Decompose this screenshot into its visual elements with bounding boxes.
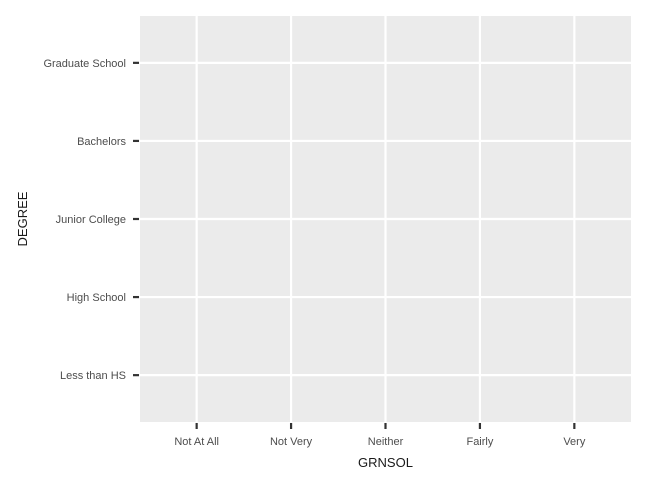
y-tick-label: High School — [67, 292, 126, 304]
x-axis-title: GRNSOL — [358, 455, 413, 470]
x-tick-label: Not At All — [174, 436, 219, 448]
y-axis-ticks: Less than HS High School Junior College Bac… — [43, 58, 139, 382]
x-tick-label: Neither — [368, 436, 404, 448]
y-tick-label: Graduate School — [43, 58, 126, 70]
x-tick-label: Very — [563, 436, 586, 448]
y-tick-label: Junior College — [56, 214, 126, 226]
x-axis-ticks: Not At All Not Very Neither Fairly Very — [174, 423, 586, 448]
x-tick-label: Not Very — [270, 436, 313, 448]
y-axis-title: DEGREE — [15, 191, 30, 246]
y-tick-label: Less than HS — [60, 370, 126, 382]
grid-lines — [140, 16, 631, 422]
x-tick-label: Fairly — [466, 436, 493, 448]
y-tick-label: Bachelors — [77, 136, 126, 148]
